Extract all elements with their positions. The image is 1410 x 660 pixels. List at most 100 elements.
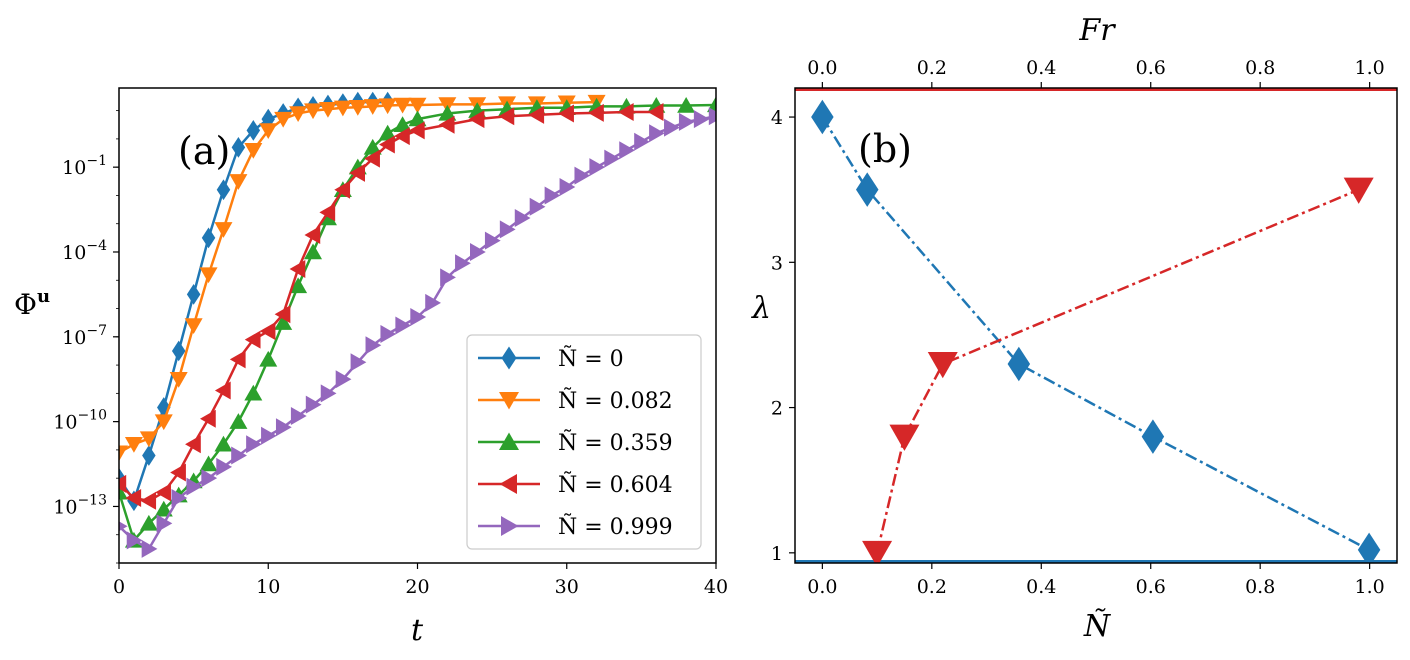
panel-a-data-point (350, 353, 367, 372)
panel-b-plot-area (795, 88, 1397, 563)
panel-b-y-ticks: 1 2 3 4 (771, 107, 795, 565)
panel-a-data-point (139, 514, 158, 531)
x-tick-label: 10 (256, 576, 280, 598)
panel-a-data-point (559, 177, 576, 196)
panel-a-data-point (246, 435, 262, 454)
panel-b-top-x-label: Fr (1078, 13, 1116, 48)
panel-a-data-point (647, 103, 664, 122)
panel-a-data-point (155, 483, 171, 502)
y-tick-label: 2 (771, 398, 783, 420)
panel-a-data-point (124, 437, 143, 453)
panel-a-data-point (394, 127, 410, 146)
panel-a-data-point (438, 115, 455, 134)
x-tick-label: 40 (704, 576, 728, 598)
panel-a-plot-area (119, 91, 716, 558)
legend-marker (501, 346, 517, 370)
panel-a-data-point (634, 132, 650, 151)
panel-a-data-point (305, 395, 322, 414)
panel-a-data-point (304, 103, 323, 120)
y-tick-label: 1 (771, 543, 783, 565)
panel-a-data-point (289, 277, 308, 294)
panel-b-data-point (1007, 346, 1031, 382)
x-tick-label: 20 (405, 576, 429, 598)
legend-entry-1: Ñ = 0.082 (478, 386, 673, 414)
panel-a-data-point (589, 158, 606, 177)
panel-b-top-x-ticks: 0.0 0.2 0.4 0.6 0.8 1.0 (807, 57, 1385, 88)
panel-a-data-point (410, 308, 427, 327)
panel-a-data-point (186, 477, 203, 496)
panel-a-data-point (617, 103, 634, 122)
panel-a-data-point (156, 514, 173, 533)
panel-b-series-line (821, 116, 1370, 552)
panel-a-data-point (499, 220, 516, 239)
panel-a-x-label: t (411, 613, 424, 648)
x-tick-label: 30 (555, 576, 579, 598)
panel-a-data-point (229, 350, 246, 369)
panel-a-data-point (408, 110, 427, 127)
panel-a-data-point (365, 336, 382, 355)
panel-a-data-point (231, 446, 247, 465)
panel-a-data-point (348, 100, 367, 116)
panel-a-data-point (349, 163, 365, 182)
panel-a-data-point (498, 107, 515, 126)
top-x-tick-label: 0.4 (1026, 57, 1056, 79)
panel-a-data-point (320, 384, 337, 403)
panel-a-data-point (408, 97, 427, 114)
panel-a-data-point (395, 316, 412, 335)
panel-a-data-point (274, 314, 293, 330)
panel-a-data-point (259, 322, 276, 341)
panel-b-y-label: λ (751, 291, 771, 326)
panel-a-data-point (440, 268, 456, 287)
x-tick-label: 0.0 (807, 576, 837, 598)
legend-label: Ñ = 0 (558, 344, 624, 372)
panel-b-data-point (1141, 419, 1165, 454)
panel-b-data-point (862, 540, 893, 563)
panel-a-data-point (119, 521, 128, 532)
x-tick-label: 0.8 (1245, 576, 1275, 598)
panel-a-data-point (125, 488, 142, 507)
panel-a-data-point (170, 463, 186, 482)
panel-a-data-point (246, 120, 261, 141)
panel-a-data-point (274, 305, 291, 324)
panel-a-data-point (649, 124, 665, 143)
panel-a-data-point (678, 112, 695, 131)
x-tick-label: 0 (113, 576, 125, 598)
panel-a-data-point (141, 539, 158, 558)
panel-a-data-point (275, 418, 292, 437)
panel-b-data-point (1357, 532, 1381, 563)
panel-a-data-point (231, 137, 246, 158)
panel-a-data-point (244, 330, 261, 349)
panel-a-label: (a) (178, 129, 230, 173)
panel-a-data-point (574, 166, 591, 185)
panel-a-data-point (335, 370, 352, 389)
panel-a-data-point (171, 340, 186, 362)
panel-a-data-point (259, 350, 278, 367)
panel-b-series-1 (862, 177, 1374, 563)
panel-b-data-point (855, 172, 879, 207)
panel-a-y-label: Φu (14, 286, 50, 321)
panel-a-data-point (290, 406, 307, 425)
panel-a-x-ticks: 0 10 20 30 40 (113, 563, 728, 598)
legend-entry-4: Ñ = 0.999 (478, 512, 673, 540)
top-x-tick-label: 0.6 (1136, 57, 1166, 79)
panel-a-data-point (604, 149, 621, 168)
legend-entry-0: Ñ = 0 (478, 344, 624, 372)
y-tick-label: 10−7 (62, 323, 107, 349)
panel-a-data-point (378, 124, 397, 141)
legend-marker (499, 474, 517, 494)
panel-a-data-point (470, 242, 486, 261)
panel-a-data-point (201, 469, 218, 488)
panel-a-data-point (157, 397, 171, 418)
panel-a-y-ticks: 10−1 10−4 10−7 10−10 10−13 (53, 110, 119, 564)
panel-a-data-point (708, 107, 716, 126)
top-x-tick-label: 0.8 (1245, 57, 1275, 79)
legend: Ñ = 0 Ñ = 0.082 Ñ = 0.359 Ñ = 0.604 Ñ = 0.99… (466, 334, 702, 550)
panel-a-data-point (140, 491, 157, 510)
panel-a-data-point (393, 116, 412, 132)
panel-a-data-point (588, 103, 604, 122)
panel-a-data-point (544, 186, 561, 205)
panel-b-data-point (811, 99, 834, 135)
x-tick-label: 0.2 (917, 576, 947, 598)
legend-marker (499, 432, 519, 450)
panel-a-data-point (378, 98, 397, 115)
